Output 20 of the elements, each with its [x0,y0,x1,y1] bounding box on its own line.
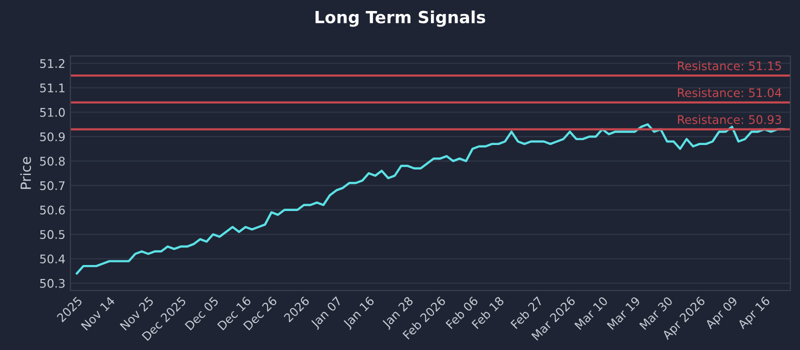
ref-line-label: Resistance: 51.04 [678,88,782,98]
y-tick-label: 50.3 [40,278,65,288]
y-tick-label: 51.1 [40,84,64,92]
x-tick-label: Mar 19 [606,296,641,330]
ref-line-label: Resistance: 50.93 [678,114,782,124]
y-tick-label: 50.9 [40,132,65,142]
y-tick-label: 51.2 [40,59,64,68]
x-tick-label: Mar 10 [574,296,608,330]
y-tick-label: 50.8 [40,156,65,166]
ref-line-label: Resistance: 51.15 [678,61,781,70]
x-tick-label: Jan 16 [342,296,376,330]
y-tick-label: 51.0 [40,108,65,117]
x-tick-label: Jan 07 [310,296,344,330]
y-axis-title: Price [20,157,32,189]
y-tick-label: 50.4 [40,254,65,264]
y-tick-label: 50.5 [40,230,65,239]
y-tick-label: 50.7 [40,181,65,190]
y-tick-label: 50.6 [40,206,65,215]
x-tick-label: Nov 14 [80,296,116,331]
chart-title: Long Term Signals [316,10,486,27]
